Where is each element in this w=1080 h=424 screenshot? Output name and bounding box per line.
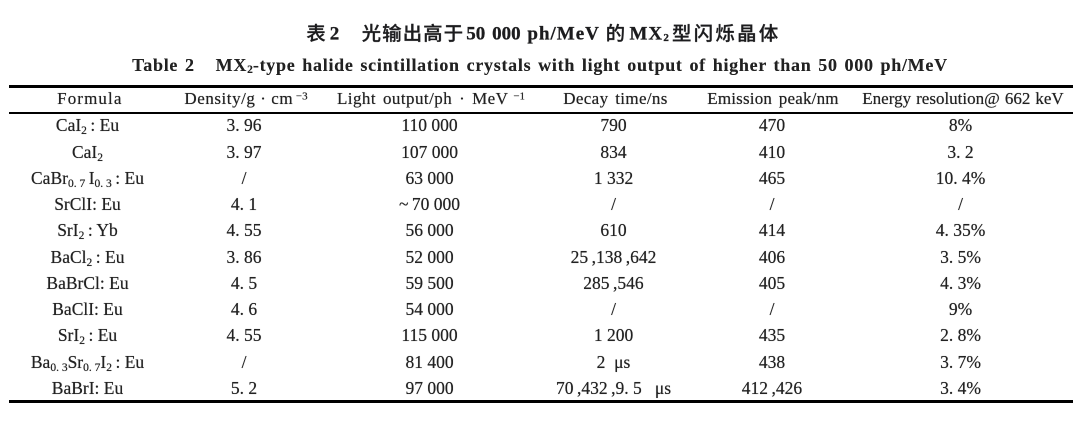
- svg-text:2: 2: [663, 32, 669, 44]
- svg-text:ph/MeV: ph/MeV: [527, 23, 600, 44]
- svg-text:000: 000: [492, 23, 520, 44]
- svg-text:2: 2: [330, 23, 340, 44]
- svg-text:MX: MX: [630, 23, 664, 44]
- svg-text:50: 50: [466, 23, 485, 44]
